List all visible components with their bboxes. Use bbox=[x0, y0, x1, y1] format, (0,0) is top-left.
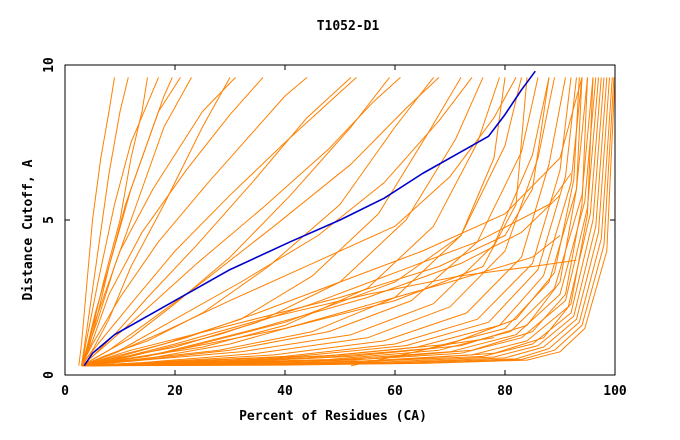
x-tick-label-5: 100 bbox=[603, 384, 627, 399]
x-tick-label-2: 40 bbox=[277, 384, 293, 399]
model-curve-46 bbox=[81, 77, 357, 367]
model-curve-8 bbox=[81, 77, 159, 366]
model-curve-35 bbox=[81, 77, 588, 367]
model-curve-16 bbox=[81, 77, 522, 367]
axis-ticks: 0 20 40 60 80 100 0 5 10 bbox=[42, 57, 627, 399]
model-curve-52 bbox=[350, 337, 495, 367]
model-curve-23 bbox=[81, 77, 583, 367]
model-curve-1 bbox=[78, 77, 115, 366]
x-tick-label-4: 80 bbox=[497, 384, 513, 399]
chart-title: T1052-D1 bbox=[317, 19, 380, 34]
model-curve-9 bbox=[81, 77, 231, 366]
x-tick-label-1: 20 bbox=[167, 384, 183, 399]
model-curve-36 bbox=[81, 77, 594, 367]
model-curve-40 bbox=[81, 173, 572, 367]
model-curve-13 bbox=[81, 77, 462, 367]
highlight-curve bbox=[83, 70, 536, 367]
model-curve-34 bbox=[81, 77, 616, 367]
model-curve-47 bbox=[81, 77, 308, 366]
x-tick-label-0: 0 bbox=[61, 384, 69, 399]
model-curve-20 bbox=[81, 77, 566, 367]
model-curve-49 bbox=[81, 259, 577, 367]
model-curve-45 bbox=[81, 77, 401, 367]
model-curve-39 bbox=[81, 235, 561, 367]
model-curve-7 bbox=[81, 77, 236, 366]
model-curve-14 bbox=[81, 77, 484, 367]
series-layer bbox=[78, 70, 616, 367]
y-tick-label-2: 10 bbox=[42, 57, 57, 73]
model-curve-19 bbox=[81, 77, 555, 367]
x-axis-title: Percent of Residues (CA) bbox=[239, 409, 427, 424]
model-curve-18 bbox=[81, 77, 550, 367]
model-curve-54 bbox=[81, 77, 506, 367]
model-curve-37 bbox=[81, 77, 583, 367]
model-curve-51 bbox=[81, 77, 550, 367]
y-tick-label-0: 0 bbox=[42, 371, 57, 379]
model-curve-42 bbox=[81, 77, 517, 367]
model-curve-38 bbox=[81, 77, 580, 367]
x-tick-label-3: 60 bbox=[387, 384, 403, 399]
model-curve-48 bbox=[81, 77, 264, 366]
plot-frame bbox=[64, 64, 616, 376]
model-curve-44 bbox=[81, 77, 440, 367]
model-curve-50 bbox=[81, 194, 561, 367]
model-curve-43 bbox=[81, 77, 473, 367]
model-curve-5 bbox=[81, 77, 181, 366]
y-tick-label-1: 5 bbox=[42, 216, 57, 224]
model-curve-2 bbox=[81, 77, 129, 366]
y-axis-title: Distance Cutoff, A bbox=[21, 159, 36, 300]
model-curve-41 bbox=[81, 77, 583, 367]
